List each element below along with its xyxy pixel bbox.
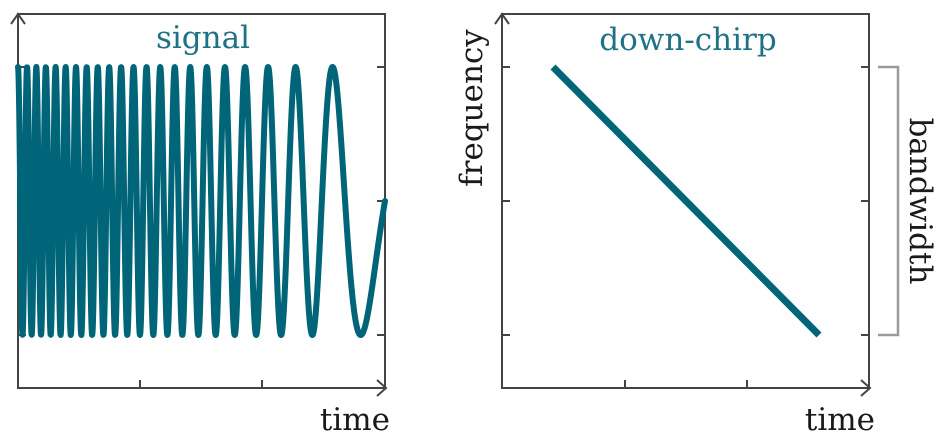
bandwidth-bracket xyxy=(878,65,900,337)
signal-waveform xyxy=(15,64,388,338)
bandwidth-label: bandwidth xyxy=(902,118,938,285)
signal-title: signal xyxy=(156,20,250,56)
chirp-panel: down-chirp time frequency bandwidth xyxy=(454,12,938,434)
signal-panel: signal time xyxy=(10,12,390,434)
chirp-title: down-chirp xyxy=(599,22,776,58)
down-chirp-line xyxy=(550,64,822,338)
signal-x-label: time xyxy=(320,402,390,434)
chirp-x-label: time xyxy=(805,402,875,434)
chirp-y-label: frequency xyxy=(454,29,490,187)
